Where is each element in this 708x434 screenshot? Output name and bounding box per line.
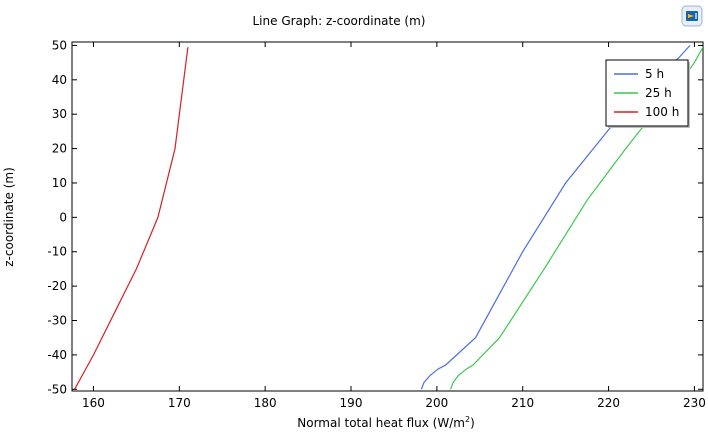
y-tick-label: 30: [52, 107, 67, 121]
x-axis-ticks: 160 170 180 190 200 210 220 230: [82, 42, 706, 410]
x-tick-label: 220: [597, 396, 620, 410]
y-tick-label: -30: [47, 314, 67, 328]
x-tick-label: 160: [82, 396, 105, 410]
x-tick-label: 230: [683, 396, 706, 410]
comsol-logo-icon[interactable]: [681, 5, 703, 27]
y-tick-label: 0: [59, 210, 67, 224]
y-tick-label: -50: [47, 382, 67, 396]
x-axis-label: Normal total heat flux (W/m2): [297, 415, 475, 430]
y-tick-label: -40: [47, 348, 67, 362]
y-tick-label: -20: [47, 279, 67, 293]
x-tick-label: 170: [168, 396, 191, 410]
legend: 5 h 25 h 100 h: [605, 59, 690, 128]
legend-label: 25 h: [645, 86, 672, 100]
chart-title: Line Graph: z-coordinate (m): [253, 14, 426, 28]
x-tick-label: 210: [511, 396, 534, 410]
x-tick-label: 180: [254, 396, 277, 410]
series-line-100h: [74, 47, 189, 390]
plot-area: [71, 41, 704, 392]
legend-label: 5 h: [645, 67, 664, 81]
x-tick-label: 200: [425, 396, 448, 410]
x-tick-label: 190: [340, 396, 363, 410]
legend-label: 100 h: [645, 105, 679, 119]
y-tick-label: -10: [47, 245, 67, 259]
y-tick-label: 40: [52, 73, 67, 87]
y-axis-label: z-coordinate (m): [2, 167, 16, 267]
y-axis-ticks: -50 -40 -30 -20 -10 0 10 20 30 40 50: [47, 38, 703, 396]
y-tick-label: 20: [52, 142, 67, 156]
plot-border: [71, 41, 704, 392]
y-tick-label: 50: [52, 38, 67, 52]
y-tick-label: 10: [52, 176, 67, 190]
